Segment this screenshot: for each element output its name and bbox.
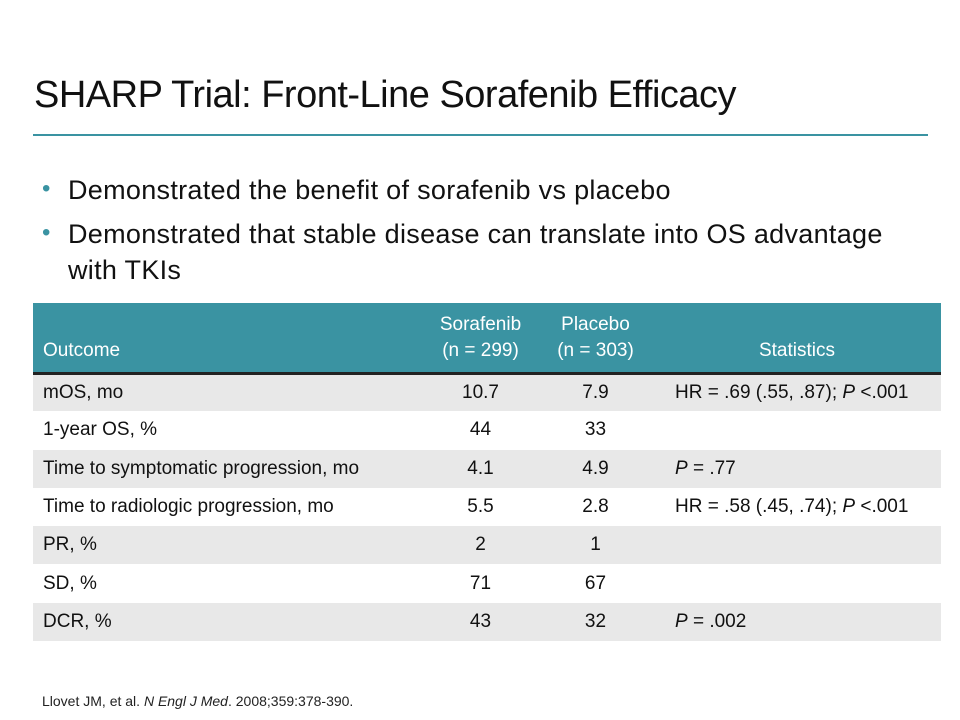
ref-details: . 2008;359:378-390. bbox=[227, 693, 354, 709]
cell-statistics bbox=[653, 526, 941, 564]
table-row: SD, % 71 67 bbox=[33, 564, 941, 602]
stat-value: <.001 bbox=[855, 381, 909, 403]
table-row: mOS, mo 10.7 7.9 HR = .69 (.55, .87); P … bbox=[33, 373, 941, 412]
stat-p: P bbox=[842, 381, 856, 403]
bullet-icon: • bbox=[42, 175, 51, 202]
stat-text: HR = .69 (.55, .87); bbox=[675, 381, 843, 403]
header-statistics: Statistics bbox=[758, 339, 836, 361]
stat-p: P bbox=[675, 610, 688, 632]
title-divider bbox=[33, 134, 928, 136]
cell-sorafenib: 2 bbox=[475, 534, 486, 556]
header-line: Placebo bbox=[561, 313, 630, 335]
header-outcome: Outcome bbox=[43, 339, 121, 361]
stat-p: P bbox=[842, 496, 856, 518]
header-line: Sorafenib bbox=[439, 313, 522, 335]
header-placebo: Placebo (n = 303) bbox=[538, 303, 653, 373]
slide-title: SHARP Trial: Front-Line Sorafenib Effica… bbox=[34, 74, 737, 116]
cell-statistics: P = .002 bbox=[653, 603, 941, 641]
cell-outcome: PR, % bbox=[43, 534, 97, 556]
bullet-text: Demonstrated that stable disease can tra… bbox=[68, 219, 883, 285]
bullet-list: • Demonstrated the benefit of sorafenib v… bbox=[42, 172, 922, 296]
outcomes-table: Outcome Sorafenib (n = 299) Placebo (n = 3… bbox=[33, 303, 941, 642]
table-row: Time to radiologic progression, mo 5.5 2… bbox=[33, 488, 941, 526]
stat-value: <.001 bbox=[855, 496, 909, 518]
cell-statistics: P = .77 bbox=[653, 450, 941, 488]
cell-placebo: 33 bbox=[584, 419, 607, 441]
stat-value: = .002 bbox=[687, 610, 747, 632]
table-row: PR, % 2 1 bbox=[33, 526, 941, 565]
bullet-icon: • bbox=[42, 219, 51, 246]
ref-authors: Llovet JM, et al. bbox=[42, 693, 144, 709]
reference: Llovet JM, et al. N Engl J Med. 2008;359… bbox=[42, 693, 353, 709]
cell-outcome: Time to symptomatic progression, mo bbox=[43, 457, 360, 479]
bullet-item: • Demonstrated the benefit of sorafenib v… bbox=[42, 172, 922, 208]
cell-outcome: SD, % bbox=[43, 572, 97, 594]
cell-placebo: 4.9 bbox=[582, 457, 609, 479]
header-line: (n = 299) bbox=[442, 339, 519, 361]
cell-statistics bbox=[653, 411, 941, 449]
ref-journal: N Engl J Med bbox=[143, 693, 228, 709]
cell-placebo: 67 bbox=[584, 572, 607, 594]
stat-value: = .77 bbox=[687, 457, 736, 479]
stat-p: P bbox=[675, 457, 688, 479]
cell-statistics bbox=[653, 564, 941, 602]
cell-sorafenib: 71 bbox=[469, 572, 492, 594]
cell-statistics: HR = .69 (.55, .87); P <.001 bbox=[653, 373, 941, 411]
cell-sorafenib: 10.7 bbox=[462, 381, 499, 403]
table-row: 1-year OS, % 44 33 bbox=[33, 411, 941, 449]
header-sorafenib: Sorafenib (n = 299) bbox=[423, 303, 538, 373]
cell-outcome: Time to radiologic progression, mo bbox=[43, 496, 334, 518]
table-row: Time to symptomatic progression, mo 4.1 … bbox=[33, 449, 941, 488]
cell-placebo: 32 bbox=[584, 610, 607, 632]
table-row: DCR, % 43 32 P = .002 bbox=[33, 602, 941, 642]
bullet-text: Demonstrated the benefit of sorafenib vs… bbox=[68, 175, 671, 205]
cell-sorafenib: 44 bbox=[469, 419, 492, 441]
stat-text: HR = .58 (.45, .74); bbox=[675, 496, 843, 518]
cell-placebo: 2.8 bbox=[582, 496, 609, 518]
cell-sorafenib: 5.5 bbox=[467, 496, 494, 518]
table-header-row: Outcome Sorafenib (n = 299) Placebo (n = 3… bbox=[33, 303, 941, 373]
cell-outcome: 1-year OS, % bbox=[43, 419, 158, 441]
cell-outcome: DCR, % bbox=[43, 610, 112, 632]
header-line: (n = 303) bbox=[557, 339, 634, 361]
cell-placebo: 7.9 bbox=[582, 381, 609, 403]
cell-sorafenib: 43 bbox=[469, 610, 492, 632]
cell-outcome: mOS, mo bbox=[43, 381, 124, 403]
cell-sorafenib: 4.1 bbox=[467, 457, 494, 479]
bullet-item: • Demonstrated that stable disease can tr… bbox=[42, 216, 922, 288]
cell-statistics: HR = .58 (.45, .74); P <.001 bbox=[653, 488, 941, 526]
cell-placebo: 1 bbox=[590, 534, 601, 556]
